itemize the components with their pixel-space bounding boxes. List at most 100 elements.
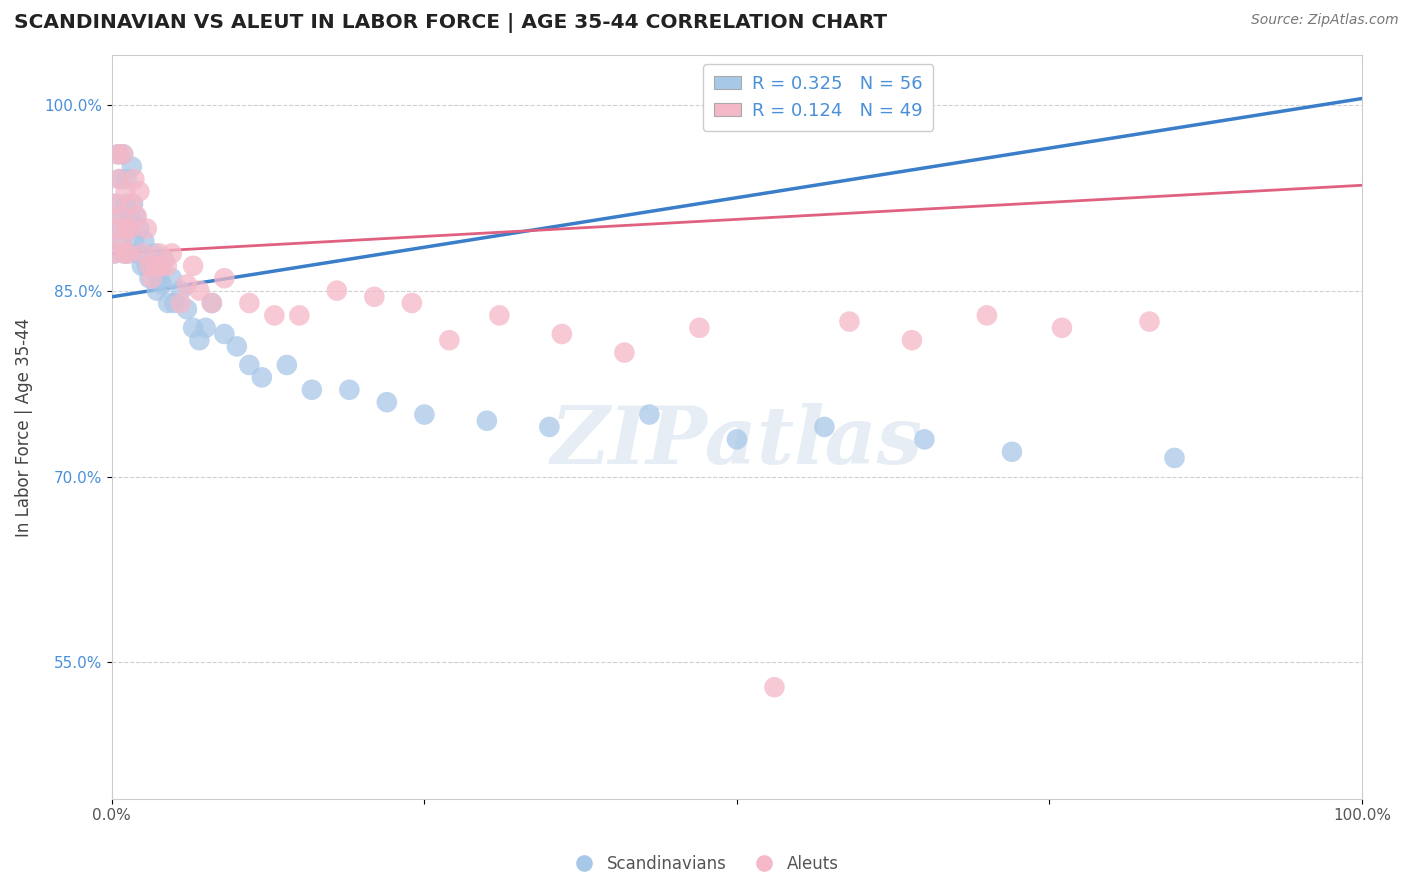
Point	[124, 234, 146, 248]
Point	[120, 221, 142, 235]
Point	[725, 433, 748, 447]
Point	[214, 271, 236, 285]
Point	[141, 259, 163, 273]
Point	[401, 296, 423, 310]
Point	[156, 259, 179, 273]
Point	[105, 221, 128, 235]
Point	[157, 296, 180, 310]
Point	[117, 246, 139, 260]
Point	[115, 172, 138, 186]
Point	[688, 320, 710, 334]
Point	[263, 309, 285, 323]
Point	[201, 296, 224, 310]
Point	[238, 358, 260, 372]
Point	[238, 296, 260, 310]
Point	[110, 209, 132, 223]
Y-axis label: In Labor Force | Age 35-44: In Labor Force | Age 35-44	[15, 318, 32, 536]
Point	[103, 246, 125, 260]
Point	[104, 197, 127, 211]
Point	[128, 185, 150, 199]
Point	[901, 333, 924, 347]
Point	[138, 259, 160, 273]
Point	[124, 209, 146, 223]
Point	[169, 284, 191, 298]
Point	[326, 284, 349, 298]
Point	[976, 309, 998, 323]
Point	[194, 320, 217, 334]
Point	[225, 339, 247, 353]
Point	[107, 147, 129, 161]
Point	[838, 315, 860, 329]
Point	[1163, 450, 1185, 465]
Legend: R = 0.325   N = 56, R = 0.124   N = 49: R = 0.325 N = 56, R = 0.124 N = 49	[703, 64, 934, 131]
Point	[160, 271, 183, 285]
Point	[110, 209, 132, 223]
Point	[288, 309, 311, 323]
Point	[912, 433, 935, 447]
Point	[112, 147, 135, 161]
Point	[148, 246, 170, 260]
Text: ZIPatlas: ZIPatlas	[551, 403, 922, 481]
Point	[475, 414, 498, 428]
Point	[538, 420, 561, 434]
Point	[134, 234, 156, 248]
Point	[181, 259, 204, 273]
Point	[146, 284, 169, 298]
Legend: Scandinavians, Aleuts: Scandinavians, Aleuts	[561, 848, 845, 880]
Point	[813, 420, 835, 434]
Point	[111, 234, 134, 248]
Point	[488, 309, 510, 323]
Point	[124, 172, 146, 186]
Point	[107, 147, 129, 161]
Point	[125, 246, 148, 260]
Point	[363, 290, 385, 304]
Point	[150, 277, 173, 292]
Point	[439, 333, 461, 347]
Point	[143, 246, 166, 260]
Point	[201, 296, 224, 310]
Point	[108, 172, 131, 186]
Point	[763, 680, 786, 694]
Point	[135, 221, 157, 235]
Point	[112, 147, 135, 161]
Point	[1139, 315, 1161, 329]
Point	[138, 271, 160, 285]
Point	[118, 209, 141, 223]
Point	[551, 326, 574, 341]
Point	[176, 302, 198, 317]
Point	[188, 333, 211, 347]
Point	[104, 197, 127, 211]
Point	[188, 284, 211, 298]
Point	[638, 408, 661, 422]
Point	[160, 246, 183, 260]
Point	[121, 197, 143, 211]
Point	[125, 209, 148, 223]
Point	[276, 358, 298, 372]
Point	[176, 277, 198, 292]
Point	[375, 395, 398, 409]
Point	[413, 408, 436, 422]
Point	[122, 197, 145, 211]
Point	[135, 259, 157, 273]
Point	[114, 197, 136, 211]
Point	[115, 221, 138, 235]
Point	[141, 271, 163, 285]
Point	[112, 246, 135, 260]
Point	[128, 221, 150, 235]
Point	[132, 246, 155, 260]
Point	[120, 221, 142, 235]
Point	[103, 246, 125, 260]
Text: Source: ZipAtlas.com: Source: ZipAtlas.com	[1251, 13, 1399, 28]
Point	[1050, 320, 1073, 334]
Point	[214, 326, 236, 341]
Point	[105, 221, 128, 235]
Point	[153, 252, 176, 267]
Point	[111, 234, 134, 248]
Point	[145, 259, 167, 273]
Point	[150, 259, 173, 273]
Point	[181, 320, 204, 334]
Point	[108, 172, 131, 186]
Point	[250, 370, 273, 384]
Point	[1001, 444, 1024, 458]
Point	[131, 259, 153, 273]
